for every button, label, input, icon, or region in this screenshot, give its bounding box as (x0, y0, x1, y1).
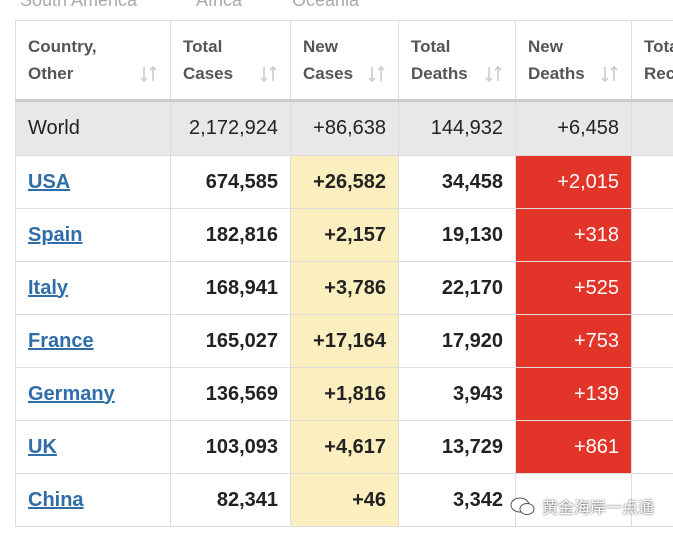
cell (631, 208, 673, 262)
cell: +26,582 (290, 155, 399, 209)
cell: 144,932 (398, 100, 516, 156)
cell: 17,920 (398, 314, 516, 368)
country-link[interactable]: France (28, 329, 94, 352)
cell: Spain (15, 208, 171, 262)
sort-icon (260, 65, 277, 83)
wechat-icon (510, 497, 535, 515)
cell: 34,458 (398, 155, 516, 209)
cell (631, 314, 673, 368)
cell: +4,617 (290, 420, 399, 474)
column-header[interactable]: Total Deaths (398, 20, 516, 102)
country-row: UK 103,093 +4,617 13,729 +861 (15, 420, 673, 474)
column-header[interactable]: New Deaths (515, 20, 632, 102)
cell (515, 473, 632, 527)
cell: 103,093 (170, 420, 291, 474)
cell: 182,816 (170, 208, 291, 262)
column-header[interactable]: Total Cases (170, 20, 291, 102)
cell: +86,638 (290, 100, 399, 156)
country-row: Spain 182,816 +2,157 19,130 +318 (15, 208, 673, 262)
cell: 2,172,924 (170, 100, 291, 156)
cell: 136,569 (170, 367, 291, 421)
cell: 165,027 (170, 314, 291, 368)
country-row: France 165,027 +17,164 17,920 +753 (15, 314, 673, 368)
cell (631, 367, 673, 421)
country-link[interactable]: Spain (28, 223, 83, 246)
cell: +17,164 (290, 314, 399, 368)
cell: USA (15, 155, 171, 209)
cell: 13,729 (398, 420, 516, 474)
cell: +861 (515, 420, 632, 474)
cell (631, 473, 673, 527)
country-link[interactable]: UK (28, 435, 57, 458)
country-row: Germany 136,569 +1,816 3,943 +139 (15, 367, 673, 421)
country-link[interactable]: China (28, 488, 84, 511)
region-tab[interactable]: Africa (196, 0, 243, 10)
region-tab[interactable]: Oceania (292, 0, 360, 10)
cell (631, 261, 673, 315)
cell: +139 (515, 367, 632, 421)
cell: 3,943 (398, 367, 516, 421)
cell: China (15, 473, 171, 527)
sort-icon (140, 65, 157, 83)
cell: 22,170 (398, 261, 516, 315)
cell: +525 (515, 261, 632, 315)
cell: +1,816 (290, 367, 399, 421)
country-link[interactable]: Germany (28, 382, 115, 405)
cell (631, 155, 673, 209)
cell: +46 (290, 473, 399, 527)
table-container: Country, Other Total Cases New Cases Total … (15, 20, 673, 534)
cell: +318 (515, 208, 632, 262)
sort-icon (601, 65, 618, 83)
cell: Germany (15, 367, 171, 421)
world-row: World 2,172,924 +86,638 144,932 +6,458 (15, 100, 673, 156)
covid-table: Country, Other Total Cases New Cases Total … (15, 20, 673, 527)
cell: 674,585 (170, 155, 291, 209)
cell: +6,458 (515, 100, 632, 156)
cell: +3,786 (290, 261, 399, 315)
country-link[interactable]: Italy (28, 276, 69, 299)
cell: World (15, 100, 171, 156)
country-row: Italy 168,941 +3,786 22,170 +525 (15, 261, 673, 315)
column-header[interactable]: New Cases (290, 20, 399, 102)
cell: 82,341 (170, 473, 291, 527)
column-header[interactable]: Total Recovered (631, 20, 673, 102)
cell (631, 420, 673, 474)
header-row: Country, Other Total Cases New Cases Total … (15, 20, 673, 102)
country-row: USA 674,585 +26,582 34,458 +2,015 (15, 155, 673, 209)
sort-icon (485, 65, 502, 83)
watermark: 黄金海岸一点通 (510, 494, 654, 518)
cell: Italy (15, 261, 171, 315)
cell: +2,015 (515, 155, 632, 209)
region-tab[interactable]: South America (20, 0, 138, 10)
cell: +753 (515, 314, 632, 368)
cell (631, 100, 673, 156)
cell: +2,157 (290, 208, 399, 262)
cell: 168,941 (170, 261, 291, 315)
cell: France (15, 314, 171, 368)
watermark-text: 黄金海岸一点通 (542, 500, 655, 517)
region-tabs: South America Africa Oceania (0, 0, 673, 14)
sort-icon (368, 65, 385, 83)
country-row: China 82,341 +46 3,342 (15, 473, 673, 527)
country-link[interactable]: USA (28, 170, 71, 193)
cell: 3,342 (398, 473, 516, 527)
cell: UK (15, 420, 171, 474)
table-body: World 2,172,924 +86,638 144,932 +6,458 USA 674… (15, 100, 673, 527)
cell: 19,130 (398, 208, 516, 262)
column-header[interactable]: Country, Other (15, 20, 171, 102)
